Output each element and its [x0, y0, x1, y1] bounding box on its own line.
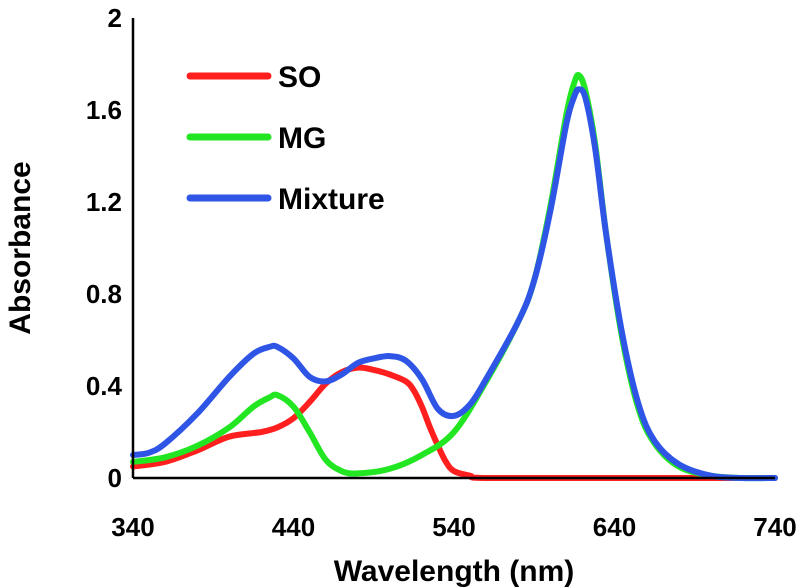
y-tick-label: 0.8 [86, 279, 122, 309]
series-line-mixture [130, 86, 778, 482]
y-tick-label: 0 [108, 463, 122, 493]
y-tick-label: 1.6 [86, 95, 122, 125]
y-axis-title: Absorbance [4, 161, 37, 334]
x-tick-label: 540 [432, 512, 475, 542]
x-tick-label: 640 [593, 512, 636, 542]
y-tick-label: 0.4 [86, 371, 123, 401]
series-line-so [130, 364, 778, 482]
legend-label-mixture: Mixture [278, 183, 385, 216]
legend: SO MG Mixture [186, 61, 385, 216]
y-tick-labels: 0 0.4 0.8 1.2 1.6 2 [86, 3, 123, 493]
series-layer [130, 72, 778, 482]
legend-label-mg: MG [278, 122, 326, 155]
y-tick-label: 2 [108, 3, 122, 33]
x-axis-title: Wavelength (nm) [334, 555, 575, 588]
legend-label-so: SO [278, 61, 321, 94]
x-tick-label: 740 [753, 512, 796, 542]
x-tick-label: 440 [272, 512, 315, 542]
y-tick-label: 1.2 [86, 187, 122, 217]
x-tick-labels: 340 440 540 640 740 [111, 512, 796, 542]
x-tick-label: 340 [111, 512, 154, 542]
